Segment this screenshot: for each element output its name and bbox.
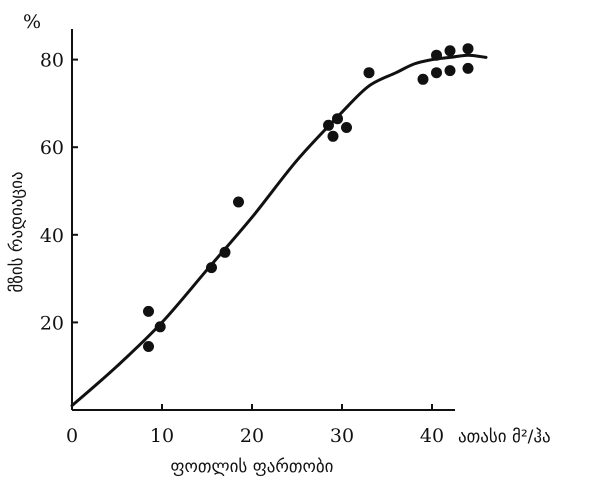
x-tick-label: 30 <box>330 425 354 447</box>
data-point <box>431 49 442 61</box>
data-point <box>363 67 375 79</box>
y-tick-label: 60 <box>40 137 64 159</box>
y-unit-label: % <box>23 11 41 33</box>
data-point <box>341 122 352 133</box>
x-tick-label: 0 <box>66 425 78 447</box>
data-points <box>143 43 474 352</box>
axes <box>71 28 455 411</box>
data-point <box>462 62 474 74</box>
trend-line <box>70 53 488 408</box>
data-point <box>431 67 442 79</box>
data-point <box>327 130 339 142</box>
data-point <box>444 65 456 77</box>
x-tick-label: 10 <box>150 425 174 447</box>
data-point <box>206 262 217 274</box>
data-point <box>154 321 166 333</box>
x-unit-label: ათასი მ²/ჰა <box>458 427 551 447</box>
data-point <box>219 246 231 258</box>
data-point <box>444 45 456 57</box>
y-tick-label: 40 <box>40 225 64 247</box>
data-point <box>332 113 343 125</box>
y-ticks: 20 40 60 80 <box>40 50 78 334</box>
data-point <box>143 341 154 352</box>
y-tick-label: 20 <box>40 312 64 334</box>
x-tick-label: 40 <box>420 425 444 447</box>
x-axis-title: ფოთლის ფართობი <box>171 457 334 477</box>
data-point <box>233 196 244 208</box>
data-point <box>323 119 334 131</box>
data-point <box>417 73 429 85</box>
data-point <box>143 305 154 317</box>
y-axis-title: მზის რადიაცია <box>7 171 27 292</box>
data-point <box>462 43 474 55</box>
x-ticks: 0 10 20 30 40 <box>66 404 444 447</box>
x-tick-label: 20 <box>240 425 264 447</box>
y-tick-label: 80 <box>40 50 64 72</box>
